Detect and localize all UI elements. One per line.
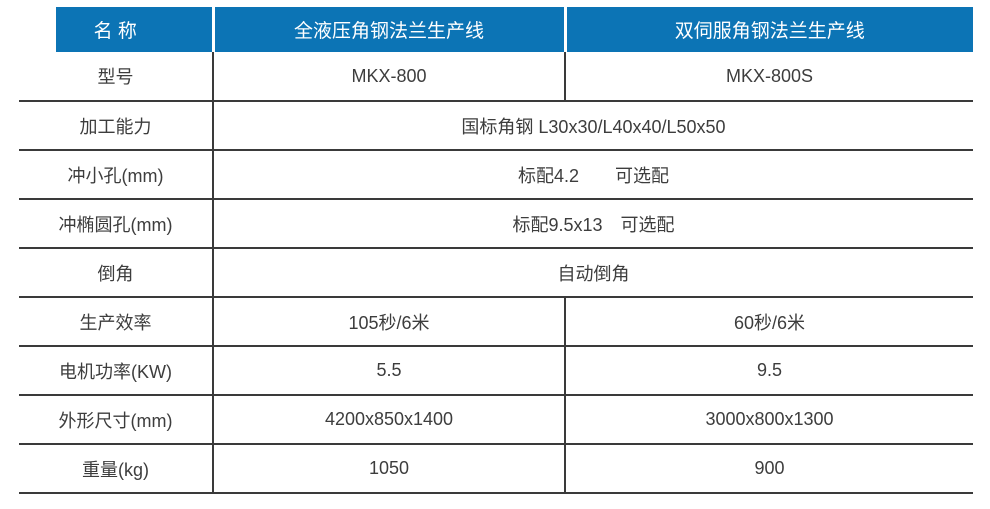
spec-value-right: 60秒/6米	[564, 297, 973, 347]
spec-label: 倒角	[19, 248, 213, 298]
spec-value-merged: 国标角钢 L30x30/L40x40/L50x50	[212, 101, 973, 151]
spec-label: 冲椭圆孔(mm)	[19, 199, 213, 249]
table-row-capacity: 加工能力 国标角钢 L30x30/L40x40/L50x50	[19, 101, 973, 151]
spec-label: 外形尺寸(mm)	[19, 395, 213, 445]
spec-label: 型号	[19, 52, 213, 102]
spec-value-merged: 自动倒角	[212, 248, 973, 298]
column-header-name: 名 称	[19, 7, 213, 52]
spec-value-merged: 标配4.2 可选配	[212, 150, 973, 200]
table-row-oval-hole: 冲椭圆孔(mm) 标配9.5x13 可选配	[19, 199, 973, 249]
column-header-product-1: 全液压角钢法兰生产线	[211, 7, 565, 52]
spec-table: 名 称 全液压角钢法兰生产线 双伺服角钢法兰生产线 型号 MKX-800 MKX…	[19, 7, 973, 494]
table-row-weight: 重量(kg) 1050 900	[19, 444, 973, 494]
table-row-dimensions: 外形尺寸(mm) 4200x850x1400 3000x800x1300	[19, 395, 973, 445]
spec-label: 生产效率	[19, 297, 213, 347]
spec-value-right: 3000x800x1300	[564, 395, 973, 445]
table-header-row: 名 称 全液压角钢法兰生产线 双伺服角钢法兰生产线	[19, 7, 973, 52]
spec-label: 冲小孔(mm)	[19, 150, 213, 200]
table-row-motor-power: 电机功率(KW) 5.5 9.5	[19, 346, 973, 396]
spec-label: 电机功率(KW)	[19, 346, 213, 396]
spec-value-left: 4200x850x1400	[212, 395, 565, 445]
spec-value-left: 105秒/6米	[212, 297, 565, 347]
spec-value-left: MKX-800	[212, 52, 565, 102]
table-row-small-hole: 冲小孔(mm) 标配4.2 可选配	[19, 150, 973, 200]
table-row-model: 型号 MKX-800 MKX-800S	[19, 52, 973, 102]
table-row-efficiency: 生产效率 105秒/6米 60秒/6米	[19, 297, 973, 347]
spec-label: 加工能力	[19, 101, 213, 151]
table-row-chamfer: 倒角 自动倒角	[19, 248, 973, 298]
spec-value-left: 5.5	[212, 346, 565, 396]
spec-value-left: 1050	[212, 444, 565, 494]
spec-value-right: MKX-800S	[564, 52, 973, 102]
spec-value-right: 9.5	[564, 346, 973, 396]
spec-value-merged: 标配9.5x13 可选配	[212, 199, 973, 249]
spec-label: 重量(kg)	[19, 444, 213, 494]
spec-value-right: 900	[564, 444, 973, 494]
column-header-product-2: 双伺服角钢法兰生产线	[563, 7, 973, 52]
